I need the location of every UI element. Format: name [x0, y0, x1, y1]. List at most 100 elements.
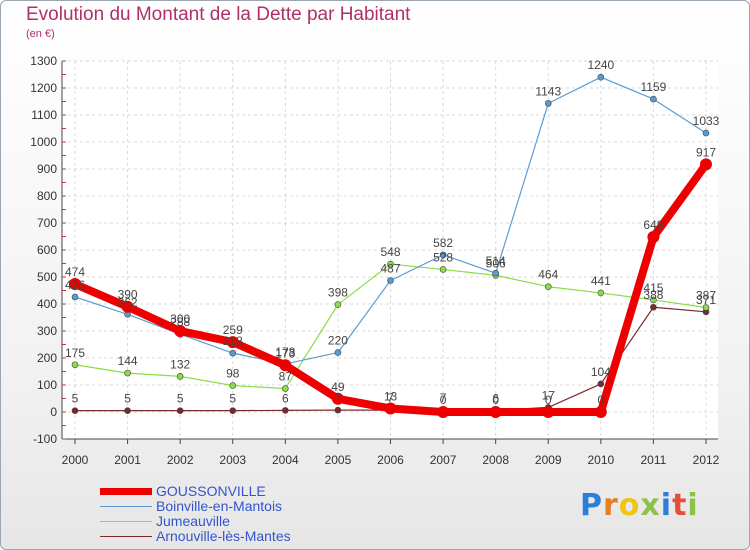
data-label: 0 [545, 393, 552, 407]
data-label: 1240 [587, 58, 614, 72]
data-point [279, 359, 292, 372]
data-label: 6 [282, 391, 289, 405]
x-tick-label: 2009 [535, 453, 562, 467]
data-point [647, 231, 660, 244]
data-point [439, 251, 447, 259]
y-tick-label: 500 [37, 270, 57, 284]
data-point [594, 406, 607, 418]
y-tick-label: 1300 [30, 54, 57, 68]
data-point [282, 385, 289, 392]
data-label: 178 [275, 345, 295, 359]
logo-letter: x [640, 488, 661, 523]
data-point [331, 392, 344, 405]
data-point [334, 349, 342, 356]
y-tick-label: 1000 [30, 135, 57, 149]
data-label: 398 [328, 286, 348, 300]
x-tick-label: 2000 [62, 453, 89, 467]
data-label: 487 [380, 262, 400, 276]
data-point [334, 301, 342, 308]
logo-letter: i [687, 488, 699, 523]
data-label: 0 [492, 393, 499, 407]
data-label: 648 [643, 218, 663, 232]
logo-letter: t [672, 488, 688, 523]
data-point [387, 277, 394, 284]
x-tick-label: 2001 [114, 453, 141, 467]
data-label: 259 [223, 323, 243, 337]
data-point [702, 304, 710, 311]
logo-letter: P [580, 488, 603, 523]
data-point [650, 303, 657, 311]
legend-label: Boinville-en-Mantois [156, 498, 283, 514]
data-label: 514 [486, 254, 506, 268]
y-tick-label: 1200 [30, 81, 57, 95]
chart-title: Evolution du Montant de la Dette par Hab… [26, 4, 411, 25]
y-tick-label: 600 [37, 243, 57, 257]
data-point [226, 336, 239, 349]
data-label: 528 [433, 250, 453, 264]
x-tick-label: 2012 [693, 453, 720, 467]
x-tick-label: 2005 [325, 453, 352, 467]
legend-label: Arnouville-lès-Mantes [156, 528, 291, 544]
y-tick-label: 400 [37, 297, 57, 311]
data-point [597, 380, 605, 388]
data-label: 288 [170, 315, 190, 329]
data-label: 173 [275, 346, 295, 360]
chart-subtitle: (en €) [26, 28, 55, 40]
y-tick-label: 700 [37, 216, 57, 230]
data-label: 917 [696, 145, 716, 159]
data-point [121, 300, 134, 313]
legend-swatch-jumeauville [100, 521, 152, 522]
data-point [176, 373, 184, 380]
logo-letter: o [618, 488, 641, 523]
data-point [69, 278, 81, 291]
legend-label: Jumeauville [156, 513, 230, 529]
legend-swatch-arnouville [100, 536, 152, 537]
data-label: 1143 [535, 84, 561, 98]
data-label: 0 [440, 393, 447, 407]
data-point [597, 289, 605, 297]
data-point [71, 361, 79, 369]
x-tick-label: 2006 [377, 453, 404, 467]
data-label: 98 [226, 367, 240, 381]
data-label: 132 [170, 357, 190, 371]
data-label: 7 [335, 391, 342, 405]
data-point [229, 407, 237, 414]
data-point [384, 402, 397, 415]
data-point [387, 260, 394, 268]
data-point [489, 406, 502, 418]
data-label: 1033 [693, 114, 720, 128]
y-tick-label: 300 [37, 324, 57, 338]
data-label: 362 [118, 295, 138, 309]
data-point [544, 100, 552, 107]
x-tick-label: 2008 [482, 453, 509, 467]
data-label: 5 [124, 392, 131, 406]
data-label: 49 [331, 380, 345, 394]
y-tick-label: 1100 [31, 108, 57, 122]
legend-swatch-boinville [100, 506, 152, 507]
data-point [544, 283, 552, 291]
y-tick-label: 200 [37, 351, 57, 365]
data-point [229, 382, 237, 389]
data-point [176, 407, 184, 414]
x-tick-label: 2004 [272, 453, 299, 467]
data-point [282, 407, 289, 414]
data-label: 104 [591, 365, 611, 379]
data-label: 300 [170, 312, 190, 326]
data-label: 1159 [641, 80, 667, 94]
x-tick-label: 2010 [587, 453, 614, 467]
data-label: 506 [486, 256, 506, 270]
y-tick-label: 900 [37, 162, 57, 176]
data-label: 415 [643, 281, 663, 295]
data-label: 7 [387, 391, 394, 405]
data-label: 474 [65, 265, 85, 279]
data-point [439, 266, 447, 273]
data-label: 464 [538, 268, 558, 282]
data-point [71, 293, 79, 301]
x-tick-label: 2007 [430, 453, 457, 467]
x-tick-label: 2003 [219, 453, 246, 467]
data-label: 218 [223, 334, 243, 348]
logo-letter: r [603, 488, 619, 523]
data-label: 0 [597, 393, 604, 407]
data-label: 5 [72, 392, 79, 406]
